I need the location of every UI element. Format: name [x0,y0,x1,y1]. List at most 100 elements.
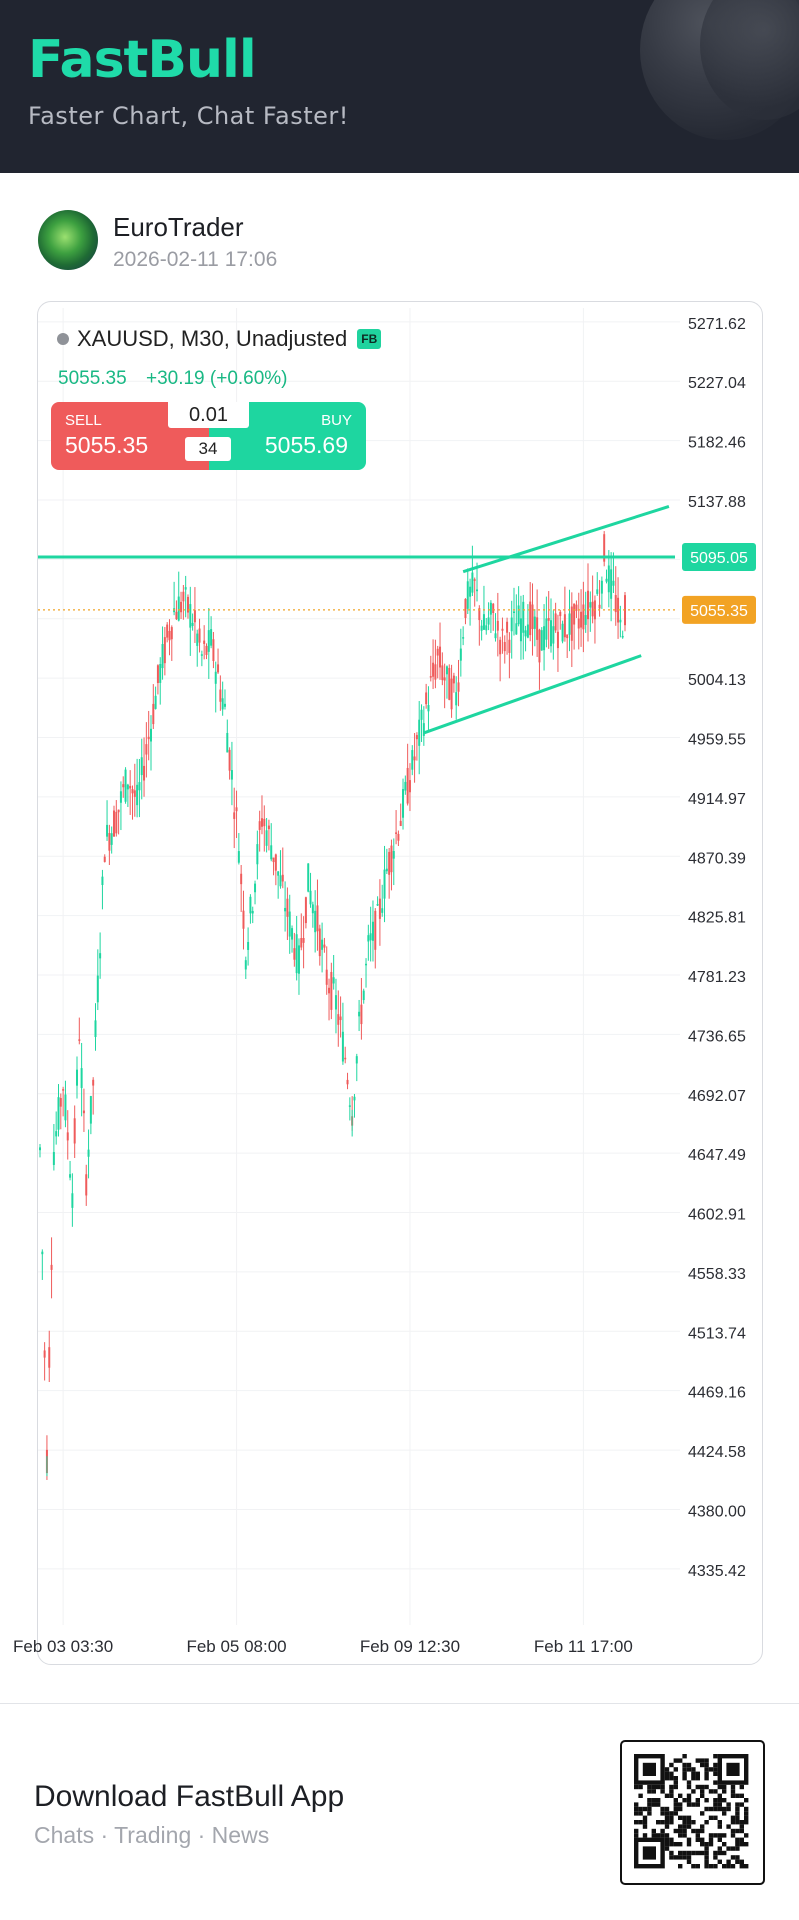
candle-body [411,750,414,770]
price-chart[interactable]: 5271.62 5227.04 5182.46 5137.88 5004.13 4959.… [0,0,799,1700]
candle-body [378,898,381,919]
candle-body [605,578,608,582]
candle-body [445,666,448,675]
candle-body [513,611,516,614]
candle-body [522,601,525,633]
candle-body [415,735,418,740]
candle-body [365,963,368,966]
candle-body [291,928,294,940]
candle-body [221,698,224,710]
lot-size-input[interactable]: 0.01 [168,402,249,428]
download-title: Download FastBull App [34,1780,345,1813]
current-price-tag [682,595,756,624]
candle-body [69,1174,72,1178]
candle-body [510,617,513,632]
candle-body [568,613,571,635]
candle-body [550,620,553,647]
candle-body [175,611,178,620]
candle-body [43,1350,46,1358]
candle-body [610,569,613,599]
y-tick-label: 4959.55 [688,731,746,748]
buy-button[interactable]: BUY 5055.69 [209,402,366,470]
instrument-title: XAUUSD, M30, Unadjusted [77,326,348,351]
candle-body [503,641,506,652]
candle-body [180,601,183,613]
candle-body [381,908,384,913]
y-tick-label: 4424.58 [688,1444,746,1461]
candle-body [242,910,245,929]
candle-body [543,626,546,651]
candle-body [376,904,379,906]
candle-body [304,897,307,924]
candle-body [383,869,386,899]
candle-body [94,1020,97,1038]
fb-badge: FB [357,329,382,349]
candle-body [563,614,566,638]
candle-body [200,654,203,656]
candle-body [106,824,109,837]
candle-body [131,789,134,794]
sell-label: SELL [65,412,102,429]
candle-body [288,911,291,937]
candle-body [471,572,474,593]
brand-tagline: Faster Chart, Chat Faster! [28,102,349,130]
candle-body [57,1097,60,1130]
candle-body [226,732,229,753]
candle-body [506,621,509,633]
x-tick-label: Feb 03 03:30 [13,1637,113,1656]
candle-body [582,604,585,630]
candle-body [62,1089,65,1091]
trendline[interactable] [462,505,670,574]
candle-body [392,851,395,859]
candle-body [328,987,331,994]
chart-card [37,301,763,1665]
candle-body [452,675,455,684]
candle-body [133,790,136,797]
post-timestamp: 2026-02-11 17:06 [113,248,278,271]
trendline[interactable] [423,654,642,735]
candle-body [496,620,499,631]
candle-body [436,648,439,656]
candle-body [168,630,171,641]
candle-body [277,871,280,876]
candle-body [441,665,444,681]
candle-body [78,1039,81,1041]
candle-body [82,1110,85,1114]
y-tick-label: 5227.04 [688,375,746,392]
candle-body [122,784,125,788]
candle-body [607,565,610,593]
candle-body [552,626,555,644]
candle-body [108,833,111,851]
y-tick-label: 5271.62 [688,316,746,333]
candle-body [75,1069,78,1086]
candle-body [272,857,275,863]
candle-body [489,602,492,615]
author-name[interactable]: EuroTrader [113,212,244,242]
candle-body [302,938,305,943]
candles [39,531,626,1480]
candle-body [274,854,277,871]
avatar[interactable] [38,210,98,270]
candle-body [353,1096,356,1101]
candle-body [99,953,102,959]
candle-body [443,677,446,681]
y-tick-label: 4781.23 [688,969,746,986]
candle-body [362,990,365,1001]
candle-body [177,596,180,621]
candle-body [367,935,370,942]
candle-body [254,883,257,893]
candle-body [533,616,536,629]
candle-body [473,579,476,581]
candle-body [341,1031,344,1062]
candle-body [422,723,425,736]
candle-body [344,1057,347,1060]
candle-body [385,868,388,872]
candle-body [358,1011,361,1017]
candle-body [237,851,240,863]
candle-body [163,637,166,664]
candle-body [598,604,601,609]
candle-body [330,971,333,1010]
qr-code-icon[interactable] [620,1740,765,1885]
candle-body [284,907,287,912]
candle-body [270,845,273,860]
